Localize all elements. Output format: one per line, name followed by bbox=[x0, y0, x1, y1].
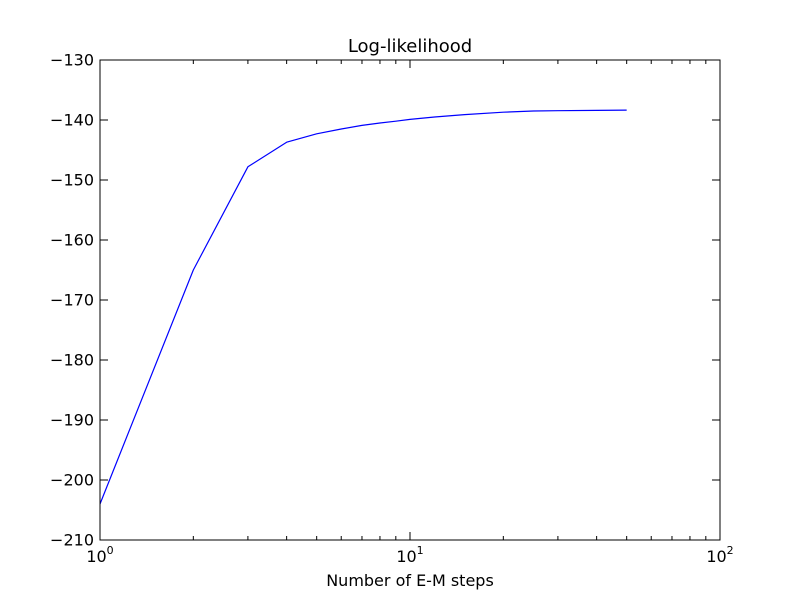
x-tick-label: 101 bbox=[396, 544, 423, 566]
series-line bbox=[99, 109, 627, 505]
y-tick-label: −200 bbox=[50, 471, 94, 490]
y-tick-label: −170 bbox=[50, 291, 94, 310]
y-tick-label: −180 bbox=[50, 351, 94, 370]
y-tick-label: −150 bbox=[50, 171, 94, 190]
x-tick-label: 100 bbox=[86, 544, 113, 566]
x-tick-exponent: 2 bbox=[727, 544, 734, 557]
x-tick-label: 102 bbox=[706, 544, 733, 566]
x-tick-base: 10 bbox=[396, 547, 416, 566]
chart-title: Log-likelihood bbox=[348, 36, 472, 57]
y-tick-label: −140 bbox=[50, 111, 94, 130]
plot-frame bbox=[99, 59, 721, 541]
x-tick-base: 10 bbox=[706, 547, 726, 566]
x-tick-exponent: 1 bbox=[417, 544, 424, 557]
y-tick-label: −190 bbox=[50, 411, 94, 430]
series-layer bbox=[99, 109, 627, 505]
x-tick-exponent: 0 bbox=[107, 544, 114, 557]
y-tick-label: −210 bbox=[50, 531, 94, 550]
y-tick-label: −160 bbox=[50, 231, 94, 250]
x-tick-base: 10 bbox=[86, 547, 106, 566]
x-axis-label: Number of E-M steps bbox=[326, 571, 494, 590]
y-tick-label: −130 bbox=[50, 51, 94, 70]
